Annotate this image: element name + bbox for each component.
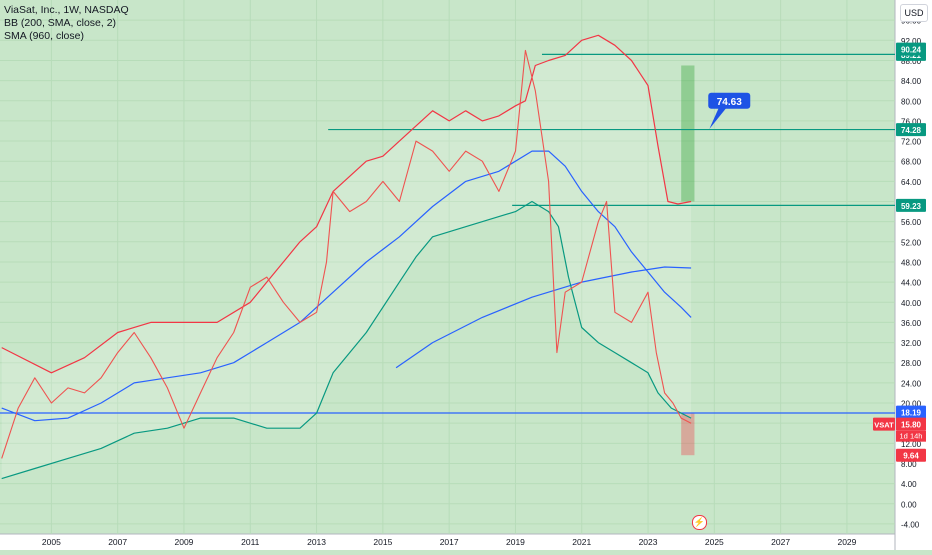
bb-basis-line: [1, 150, 692, 422]
x-tick-label: 2025: [705, 537, 724, 547]
x-tick-label: 2017: [440, 537, 459, 547]
bb-lower-line: [1, 200, 692, 480]
bb-upper-line: [1, 34, 692, 374]
y-tick-label: 32.00: [901, 339, 922, 348]
y-tick-label: 68.00: [901, 158, 922, 167]
x-tick-label: 2013: [307, 537, 326, 547]
level-tag-label: 74.28: [901, 126, 922, 135]
price-tag-label: 90.24: [901, 46, 922, 55]
callout-label: 74.63: [717, 97, 742, 108]
chart-legend: ViaSat, Inc., 1W, NASDAQ BB (200, SMA, c…: [4, 4, 129, 43]
y-tick-label: 76.00: [901, 117, 922, 126]
countdown-bg: [896, 430, 926, 442]
x-tick-label: 2019: [506, 537, 525, 547]
x-tick-label: 2015: [373, 537, 392, 547]
y-tick-label: 8.00: [901, 460, 917, 469]
x-tick-label: 2009: [175, 537, 194, 547]
x-tick-label: 2023: [639, 537, 658, 547]
bollinger-fill: [1, 35, 692, 479]
currency-button[interactable]: USD: [900, 4, 928, 22]
y-tick-label: 56.00: [901, 218, 922, 227]
price-tag-bg: [896, 448, 926, 462]
y-tick-label: 80.00: [901, 97, 922, 106]
price-tag-label: 9.64: [903, 452, 919, 461]
x-tick-label: 2005: [42, 537, 61, 547]
sma-indicator-label[interactable]: SMA (960, close): [4, 30, 84, 42]
y-tick-label: 84.00: [901, 77, 922, 86]
ticker-tag-bg: [873, 417, 895, 431]
y-tick-label: 4.00: [901, 480, 917, 489]
y-tick-label: 88.00: [901, 57, 922, 66]
level-tag-label: 59.23: [901, 202, 922, 211]
callout-pointer: [709, 106, 728, 129]
y-tick-label: 40.00: [901, 299, 922, 308]
level-tag-bg: [896, 123, 926, 137]
y-tick-label: 44.00: [901, 279, 922, 288]
y-tick-label: 20.00: [901, 400, 922, 409]
symbol-title[interactable]: ViaSat, Inc., 1W, NASDAQ: [4, 4, 129, 16]
y-tick-label: 64.00: [901, 178, 922, 187]
position-band: [681, 65, 695, 202]
position-band: [681, 413, 695, 456]
y-tick-label: 92.00: [901, 37, 922, 46]
y-tick-label: 12.00: [901, 440, 922, 449]
time-axis-panel: [0, 534, 895, 550]
price-tag-bg: [896, 42, 926, 56]
x-tick-label: 2027: [771, 537, 790, 547]
price-tag-label: 15.80: [901, 421, 922, 430]
y-tick-label: 24.00: [901, 379, 922, 388]
y-tick-label: 28.00: [901, 359, 922, 368]
y-tick-label: -4.00: [901, 520, 920, 529]
x-tick-label: 2021: [572, 537, 591, 547]
price-line: [1, 49, 692, 459]
plot-area: [0, 0, 895, 534]
level-tag-bg: [896, 198, 926, 212]
bb-indicator-label[interactable]: BB (200, SMA, close, 2): [4, 17, 117, 29]
price-tag-bg: [896, 405, 926, 419]
x-tick-label: 2007: [108, 537, 127, 547]
y-tick-label: 52.00: [901, 238, 922, 247]
y-tick-label: 36.00: [901, 319, 922, 328]
y-tick-label: 48.00: [901, 258, 922, 267]
x-tick-label: 2011: [241, 537, 260, 547]
price-tag-label: 18.19: [901, 409, 922, 418]
price-tag-bg: [896, 417, 926, 431]
lightning-icon[interactable]: ⚡: [692, 515, 707, 530]
x-tick-label: 2029: [837, 537, 856, 547]
sma-960-line: [395, 266, 692, 369]
ticker-tag-label: VSAT: [874, 421, 894, 430]
countdown-label: 1d 14h: [900, 432, 923, 441]
callout-box: [708, 92, 751, 109]
y-tick-label: 72.00: [901, 138, 922, 147]
y-tick-label: 0.00: [901, 500, 917, 509]
